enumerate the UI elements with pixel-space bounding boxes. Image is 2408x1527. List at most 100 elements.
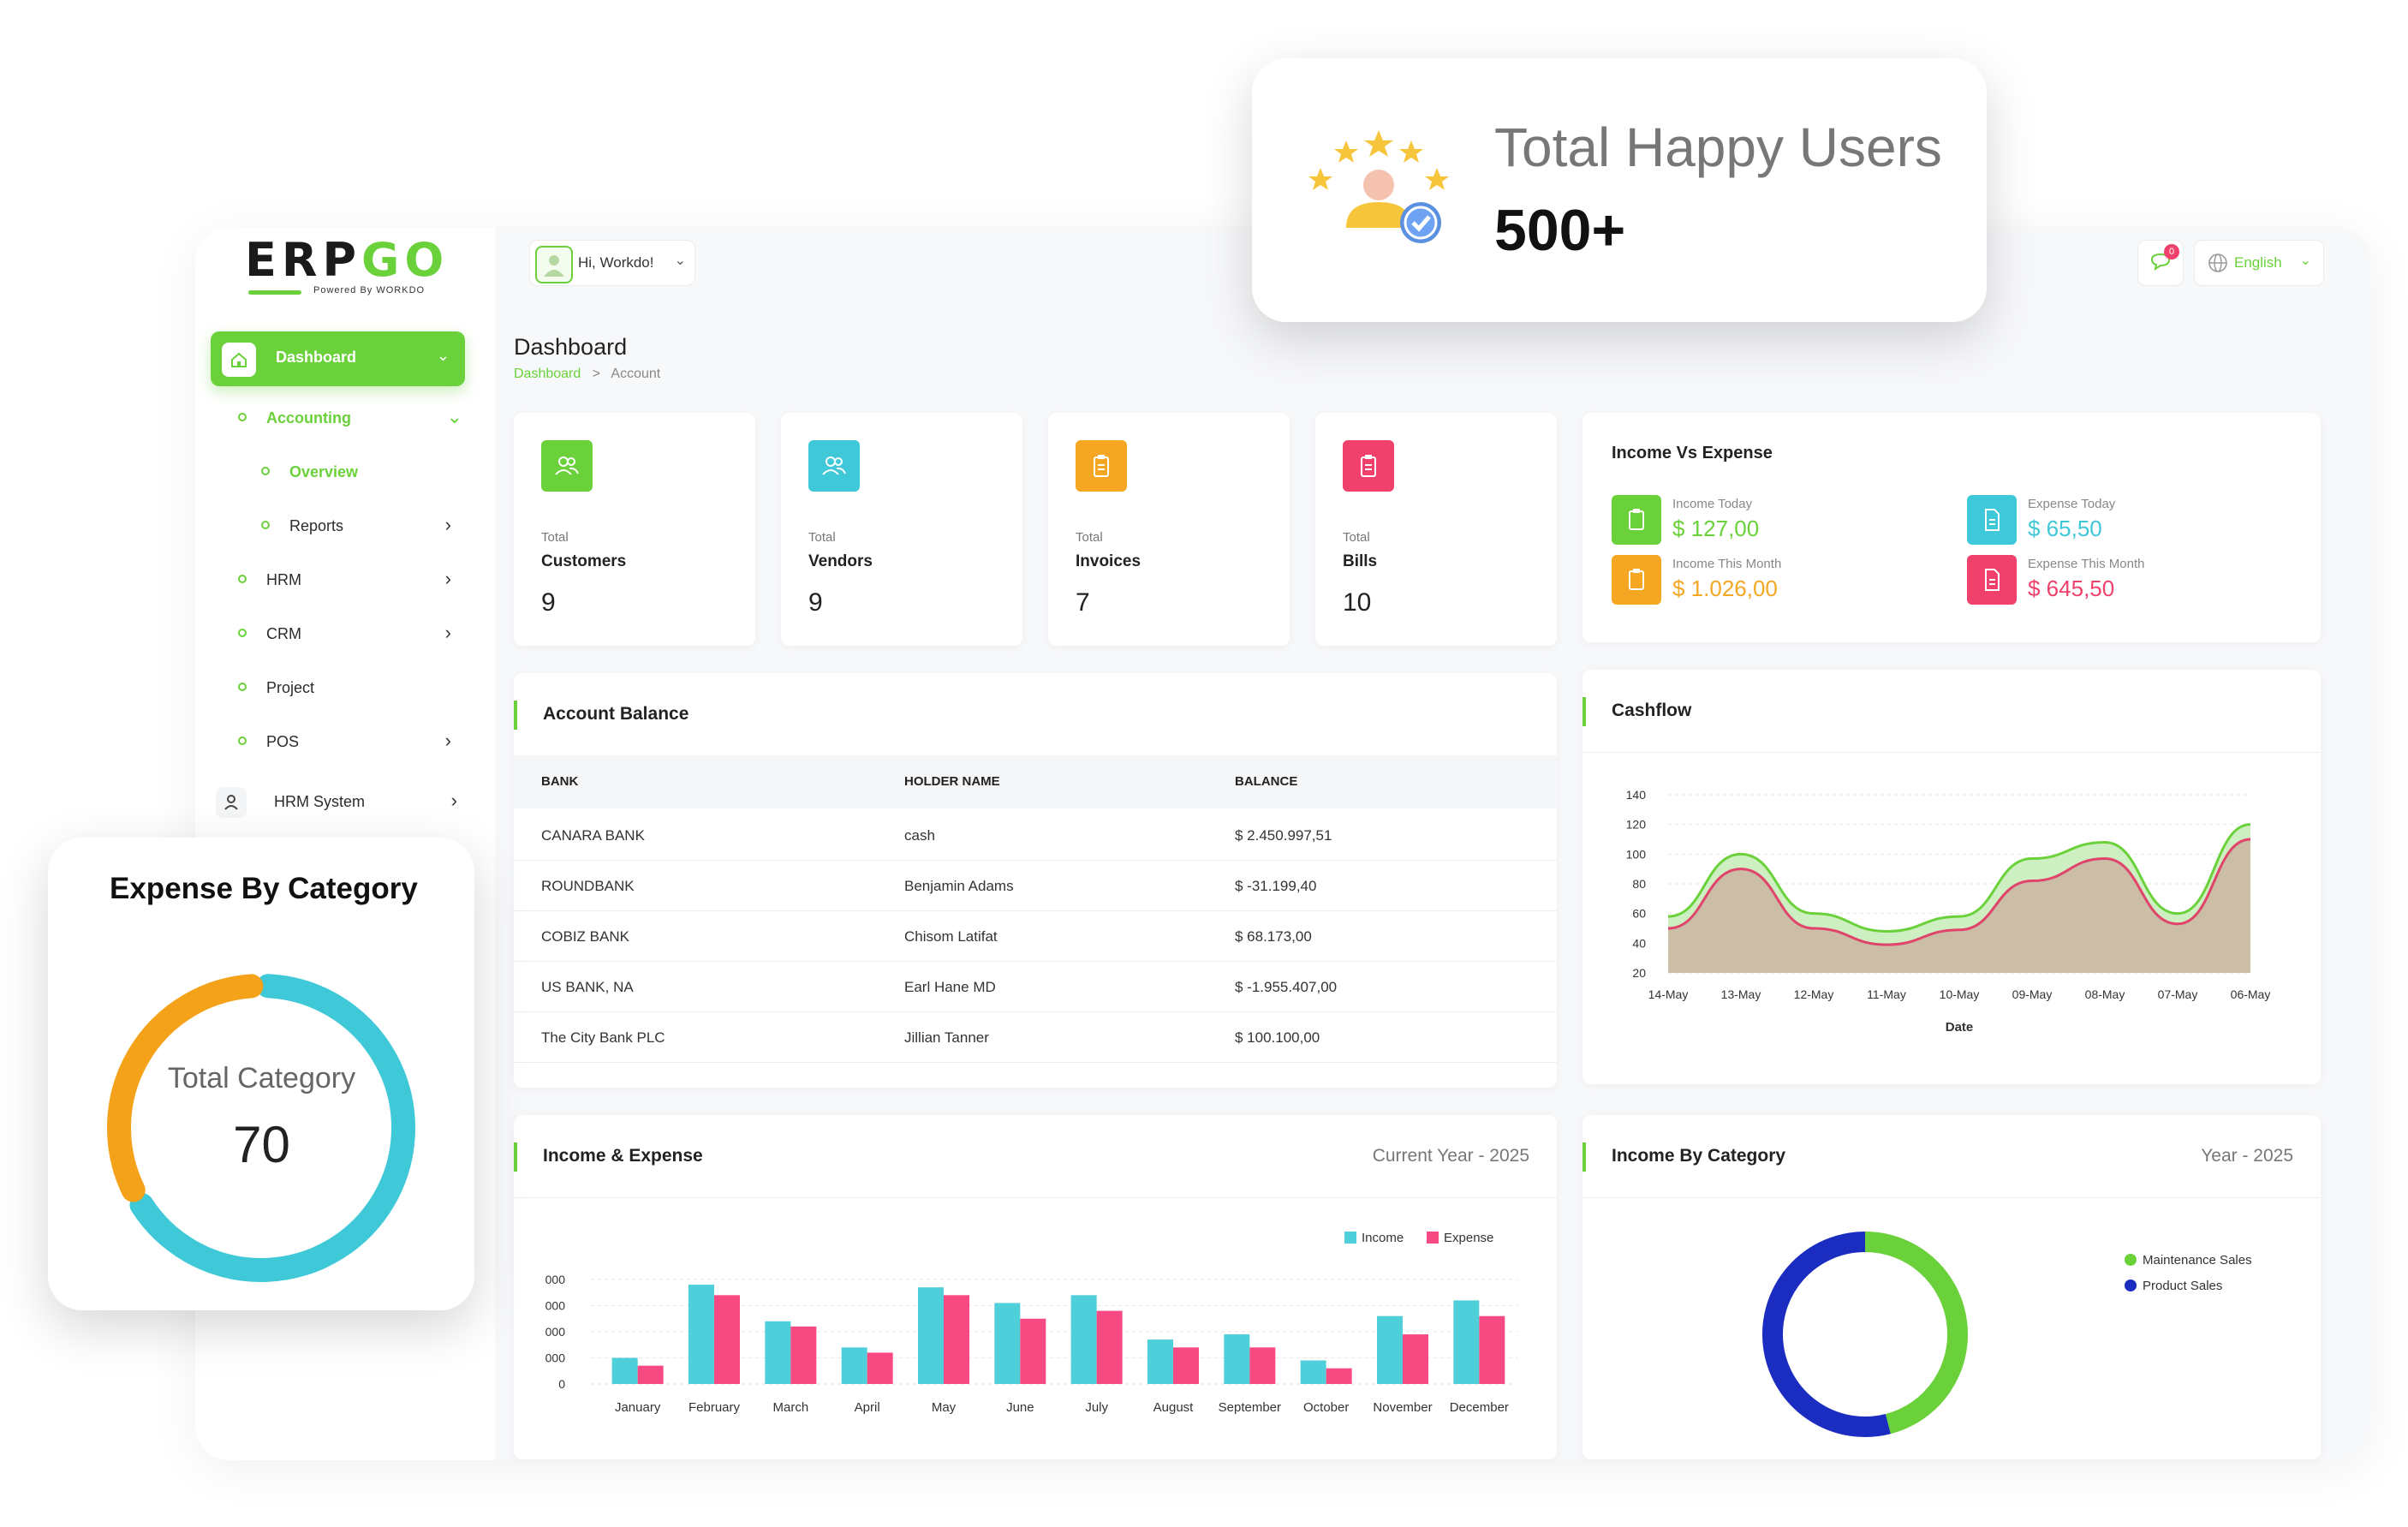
- chevron-down-icon: ⌄: [674, 254, 686, 268]
- x-tick-label: 10-May: [1940, 987, 1980, 1001]
- sidebar-item-label: Dashboard: [276, 349, 357, 366]
- sidebar-item-hrm-system[interactable]: HRM System ›: [274, 788, 457, 814]
- happy-users-value: 500+: [1494, 198, 1626, 263]
- pie-slice: [129, 974, 415, 1282]
- logo-tagline: Powered By WORKDO: [313, 285, 426, 295]
- holder-cell: Chisom Latifat: [904, 928, 998, 945]
- stat-card-vendors[interactable]: Total Vendors 9: [781, 413, 1022, 646]
- document-icon: [1967, 555, 2017, 605]
- table-row[interactable]: COBIZ BANK Chisom Latifat $ 68.173,00: [514, 911, 1557, 962]
- sidebar-item-hrm[interactable]: HRM ›: [238, 568, 451, 595]
- legend-swatch: [1427, 1232, 1439, 1244]
- bar: [688, 1285, 714, 1384]
- expense-category-chart: [107, 974, 415, 1282]
- column-header: BALANCE: [1235, 774, 1298, 789]
- x-tick-label: August: [1153, 1400, 1195, 1415]
- x-tick-label: 06-May: [2231, 987, 2271, 1001]
- stat-card-customers[interactable]: Total Customers 9: [514, 413, 755, 646]
- sidebar-item-label: Project: [266, 679, 315, 696]
- x-tick-label: February: [688, 1400, 741, 1415]
- y-tick-label: 000: [545, 1299, 566, 1313]
- notification-button[interactable]: 0: [2137, 240, 2184, 286]
- bank-cell: The City Bank PLC: [541, 1029, 665, 1046]
- bar: [944, 1295, 969, 1384]
- bullet-icon: [238, 683, 247, 691]
- bar: [1224, 1334, 1250, 1384]
- bar: [714, 1295, 740, 1384]
- bullet-icon: [261, 521, 270, 529]
- logo-underline: [248, 290, 301, 295]
- y-tick-label: 100: [1626, 847, 1647, 861]
- home-icon: [222, 343, 256, 377]
- bar: [1147, 1339, 1173, 1384]
- breadcrumb: Dashboard > Account: [514, 367, 660, 382]
- sidebar-item-accounting[interactable]: Accounting ⌄: [238, 406, 462, 433]
- metric-label: Income This Month: [1672, 557, 1782, 571]
- income-expense-card: Income & Expense Current Year - 2025 0 00…: [514, 1115, 1557, 1459]
- stat-small-label: Total: [1076, 530, 1103, 545]
- balance-cell: $ 2.450.997,51: [1235, 827, 1332, 844]
- legend-label: Expense: [1444, 1231, 1493, 1245]
- bar: [1173, 1347, 1199, 1384]
- series-line: [1667, 823, 2251, 933]
- x-tick-label: 11-May: [1867, 987, 1906, 1001]
- x-tick-label: 07-May: [2158, 987, 2198, 1001]
- cashflow-card: Cashflow 20 40 60 80 100 120 140 14-May 13-May 12…: [1582, 670, 2321, 1084]
- x-tick-label: 09-May: [2012, 987, 2053, 1001]
- y-tick-label: 20: [1632, 966, 1646, 980]
- bank-cell: COBIZ BANK: [541, 928, 629, 945]
- bullet-icon: [238, 629, 247, 637]
- globe-icon: [2208, 254, 2227, 272]
- x-tick-label: December: [1450, 1400, 1509, 1415]
- table-row[interactable]: CANARA BANK cash $ 2.450.997,51: [514, 810, 1557, 861]
- chat-icon: [2150, 253, 2171, 271]
- x-tick-label: March: [772, 1400, 808, 1415]
- bullet-icon: [261, 467, 270, 475]
- users-icon: [808, 440, 860, 492]
- legend-swatch: [1344, 1232, 1356, 1244]
- notification-badge: 0: [2164, 244, 2179, 259]
- legend-swatch: [2125, 1279, 2137, 1291]
- cashflow-chart: 20 40 60 80 100 120 140 14-May 13-May 12-May 11-Ma…: [1626, 788, 2271, 1035]
- sidebar-item-label: HRM System: [274, 793, 366, 810]
- x-tick-label: 14-May: [1648, 987, 1689, 1001]
- language-selector[interactable]: English ⌄: [2194, 240, 2324, 286]
- stat-small-label: Total: [541, 530, 569, 545]
- sidebar-item-dashboard[interactable]: Dashboard ⌄: [211, 331, 465, 386]
- income-category-card: Income By Category Year - 2025 Maintenan…: [1582, 1115, 2321, 1459]
- stat-label: Bills: [1343, 552, 1378, 570]
- chevron-down-icon: ⌄: [2299, 254, 2311, 268]
- user-menu-button[interactable]: Hi, Workdo! ⌄: [529, 240, 695, 286]
- sidebar-item-project[interactable]: Project: [238, 677, 451, 703]
- sidebar-item-crm[interactable]: CRM ›: [238, 622, 451, 649]
- bar: [1326, 1368, 1352, 1384]
- clipboard-icon: [1612, 495, 1661, 545]
- sidebar-item-label: Accounting: [266, 409, 351, 426]
- stat-value: 10: [1343, 588, 1372, 617]
- bar: [611, 1357, 638, 1384]
- stat-card-invoices[interactable]: Total Invoices 7: [1048, 413, 1290, 646]
- chevron-right-icon: ›: [444, 568, 451, 589]
- sidebar-item-overview[interactable]: Overview: [261, 462, 462, 487]
- section-accent: [1582, 697, 1586, 726]
- table-row[interactable]: US BANK, NA Earl Hane MD $ -1.955.407,00: [514, 962, 1557, 1012]
- sidebar-item-reports[interactable]: Reports ›: [261, 514, 451, 541]
- balance-cell: $ -31.199,40: [1235, 878, 1317, 894]
- balance-cell: $ -1.955.407,00: [1235, 979, 1338, 995]
- x-axis-label: Date: [1946, 1020, 1974, 1035]
- metric-value: $ 1.026,00: [1672, 576, 1778, 601]
- card-title: Income & Expense: [543, 1146, 703, 1166]
- income-vs-expense-card: Income Vs Expense Income Today $ 127,00 …: [1582, 413, 2321, 642]
- sidebar-item-pos[interactable]: POS ›: [238, 730, 451, 757]
- happy-user-icon: [1308, 130, 1449, 243]
- table-row[interactable]: ROUNDBANK Benjamin Adams $ -31.199,40: [514, 861, 1557, 911]
- table-row[interactable]: The City Bank PLC Jillian Tanner $ 100.1…: [514, 1012, 1557, 1063]
- x-tick-label: June: [1006, 1400, 1034, 1415]
- bullet-icon: [238, 413, 247, 421]
- card-title: Income Vs Expense: [1612, 444, 1773, 462]
- y-tick-label: 80: [1632, 877, 1646, 891]
- stat-card-bills[interactable]: Total Bills 10: [1315, 413, 1557, 646]
- breadcrumb-home[interactable]: Dashboard: [514, 367, 581, 381]
- sidebar-item-label: Overview: [289, 463, 359, 480]
- stat-small-label: Total: [808, 530, 836, 545]
